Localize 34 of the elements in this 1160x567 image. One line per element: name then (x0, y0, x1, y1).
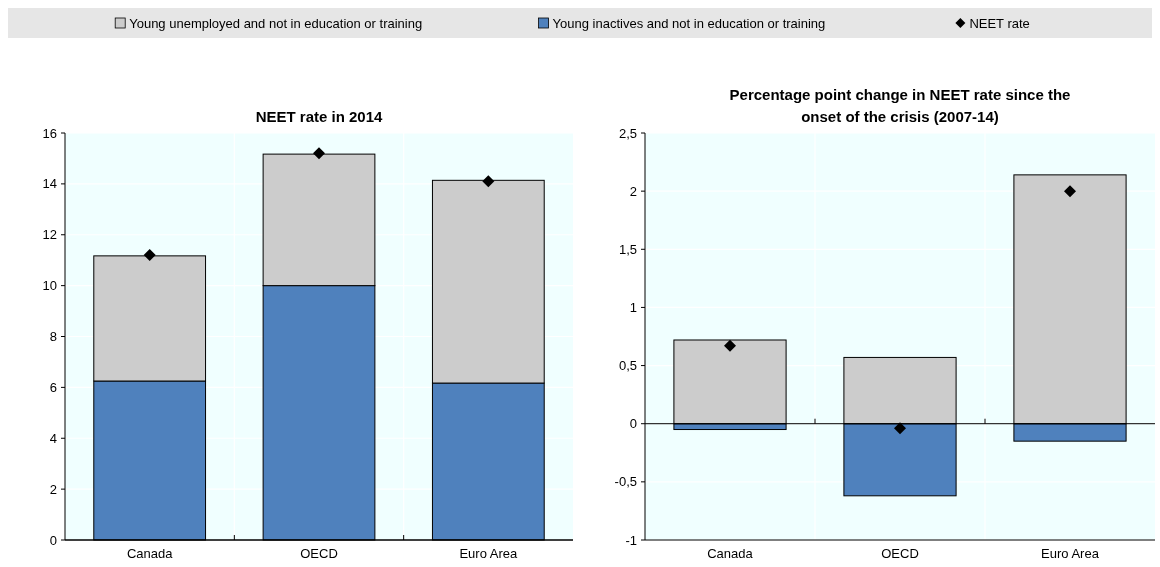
x-tick-label: Euro Area (1041, 546, 1100, 561)
x-tick-label: Canada (707, 546, 754, 561)
point (894, 422, 906, 435)
y-tick-label: 8 (49, 329, 57, 345)
legend-label: NEET rate (969, 15, 1030, 31)
y-tick-label: 2 (49, 481, 57, 497)
y-tick-label: 10 (42, 278, 57, 294)
y-tick-label: 12 (42, 227, 57, 243)
y-tick-label: 2,5 (618, 125, 637, 141)
y-tick-label: 0 (49, 532, 57, 548)
point (724, 339, 736, 352)
y-tick-label: 1,5 (618, 241, 637, 257)
y-tick-label: 0 (629, 416, 637, 432)
chart-title: NEET rate in 2014 (255, 108, 384, 125)
y-tick-label: 16 (42, 125, 57, 141)
y-tick-label: 2 (629, 183, 637, 199)
y-tick-label: -1 (625, 532, 637, 548)
x-tick-label: OECD (300, 546, 338, 561)
legend-label: Young unemployed and not in education or training (129, 15, 423, 31)
legend-label: Young inactives and not in education or training (552, 15, 826, 31)
y-tick-label: 0,5 (618, 358, 637, 374)
y-tick-label: 14 (42, 176, 57, 192)
y-tick-label: -0,5 (614, 474, 637, 490)
x-tick-label: Euro Area (459, 546, 518, 561)
y-tick-label: 1 (629, 299, 637, 315)
point (313, 147, 325, 160)
x-tick-label: Canada (126, 546, 174, 561)
point (1064, 185, 1076, 198)
chart-title: Percentage point change in NEET rate since the onset of the crisis (2007-14) (729, 86, 1071, 125)
y-tick-label: 6 (49, 379, 57, 395)
x-tick-label: OECD (881, 546, 919, 561)
point (143, 249, 156, 262)
y-tick-label: 4 (49, 430, 57, 446)
point (482, 175, 495, 188)
